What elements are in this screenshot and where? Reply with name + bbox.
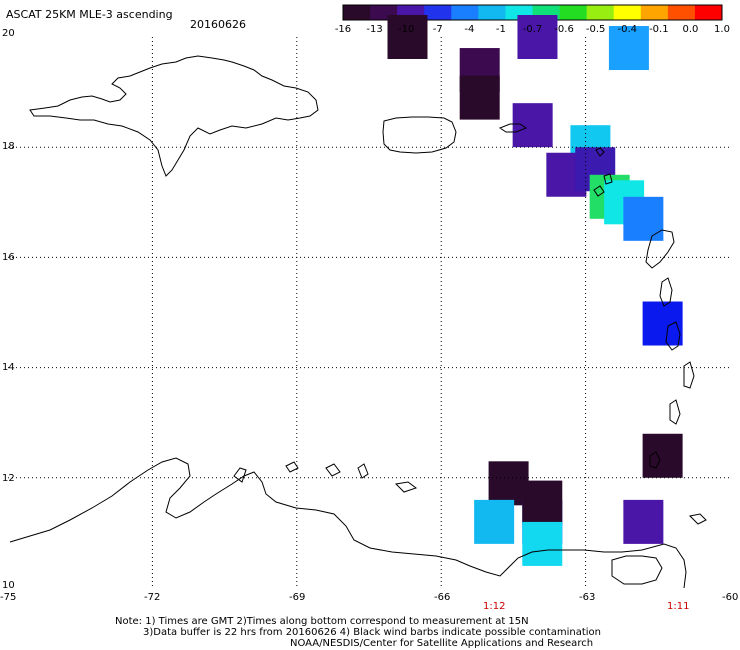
coastline-tobago bbox=[688, 513, 707, 525]
coastline-dominica bbox=[659, 277, 673, 307]
colorbar-label: -7 bbox=[432, 24, 443, 35]
x-tick-60: -60 bbox=[722, 592, 739, 603]
colorbar-label: -0.7 bbox=[522, 24, 543, 35]
data-cell bbox=[642, 301, 683, 346]
note-line-1: Note: 1) Times are GMT 2)Times along bot… bbox=[115, 616, 529, 627]
coastline-antilles-3 bbox=[593, 185, 605, 197]
colorbar-segment bbox=[667, 5, 696, 20]
coastline-antilles-1 bbox=[595, 147, 605, 157]
data-cell bbox=[623, 499, 664, 544]
colorbar-segment bbox=[478, 5, 506, 20]
coastline-hispaniola bbox=[29, 55, 319, 177]
x-tick-66: -66 bbox=[434, 592, 451, 603]
coastline-st-lucia bbox=[683, 361, 695, 389]
data-cell bbox=[512, 103, 553, 148]
colorbar-label: -0.5 bbox=[585, 24, 606, 35]
colorbar-label: 0.0 bbox=[682, 24, 699, 35]
y-tick-16: 16 bbox=[2, 252, 15, 263]
x-tick-75: -75 bbox=[0, 592, 17, 603]
data-cell bbox=[517, 15, 558, 59]
colorbar-segment bbox=[559, 5, 588, 20]
coastlines bbox=[9, 55, 707, 589]
coastline-antilles-2 bbox=[603, 173, 613, 185]
colorbar-label: -0.4 bbox=[617, 24, 638, 35]
coastline-margarita bbox=[394, 481, 418, 493]
data-cell bbox=[642, 433, 683, 478]
y-tick-18: 18 bbox=[2, 141, 15, 152]
data-cell bbox=[387, 15, 428, 59]
y-tick-20: 20 bbox=[2, 28, 15, 39]
map-title: ASCAT 25KM MLE-3 ascending bbox=[6, 8, 173, 21]
x-tick-72: -72 bbox=[144, 592, 161, 603]
colorbar-segment bbox=[343, 5, 371, 20]
colorbar-segment bbox=[613, 5, 642, 20]
coastline-bonaire bbox=[357, 463, 369, 479]
y-tick-14: 14 bbox=[2, 362, 15, 373]
colorbar-segment bbox=[586, 5, 615, 20]
graticule bbox=[8, 37, 730, 588]
data-cells bbox=[387, 15, 683, 566]
pass-time-2: 1:11 bbox=[667, 601, 690, 612]
pass-time-1: 1:12 bbox=[483, 601, 506, 612]
colorbar-label: -0.6 bbox=[554, 24, 574, 35]
coastline-south-america bbox=[9, 457, 687, 589]
coastline-virgin-islands bbox=[498, 123, 528, 133]
colorbar-segment bbox=[424, 5, 452, 20]
data-cell bbox=[623, 196, 664, 241]
note-line-3: NOAA/NESDIS/Center for Satellite Applica… bbox=[290, 638, 594, 649]
colorbar-label: -16 bbox=[334, 24, 352, 35]
data-cell bbox=[608, 26, 649, 71]
coastline-curacao bbox=[325, 463, 341, 477]
y-tick-12: 12 bbox=[2, 473, 15, 484]
data-cell bbox=[459, 75, 500, 120]
coastline-martinique bbox=[665, 321, 681, 351]
data-cell bbox=[488, 461, 529, 506]
data-cell bbox=[522, 480, 563, 525]
colorbar-label: -13 bbox=[366, 24, 383, 35]
data-cell bbox=[522, 521, 563, 566]
x-tick-63: -63 bbox=[579, 592, 596, 603]
coastline-trinidad bbox=[611, 555, 663, 585]
colorbar-segment bbox=[694, 5, 723, 20]
colorbar-label: -10 bbox=[397, 24, 415, 35]
coastline-paraguana bbox=[233, 467, 247, 483]
note-line-2: 3)Data buffer is 22 hrs from 20160626 4)… bbox=[143, 627, 601, 638]
colorbar-segment bbox=[451, 5, 479, 20]
coastline-puerto-rico bbox=[382, 116, 457, 154]
colorbar-label: -0.1 bbox=[649, 24, 669, 35]
map-date: 20160626 bbox=[190, 18, 246, 31]
y-tick-10: 10 bbox=[2, 580, 15, 591]
coastline-grenada bbox=[649, 451, 661, 469]
coastline-aruba bbox=[285, 461, 299, 473]
x-tick-69: -69 bbox=[289, 592, 306, 603]
data-cell bbox=[474, 499, 515, 544]
colorbar-label: 1.0 bbox=[714, 24, 730, 35]
colorbar-label: -4 bbox=[464, 24, 475, 35]
coastline-st-vincent bbox=[669, 399, 681, 425]
colorbar-label: -1 bbox=[495, 24, 506, 35]
colorbar-segment bbox=[640, 5, 669, 20]
